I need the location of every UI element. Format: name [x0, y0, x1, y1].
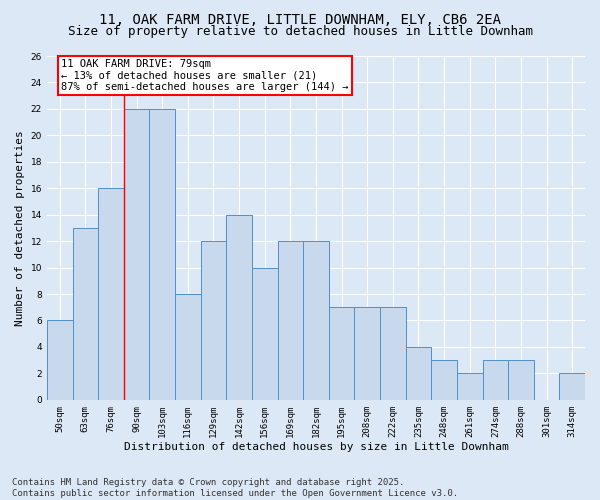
- Bar: [200, 241, 226, 400]
- X-axis label: Distribution of detached houses by size in Little Downham: Distribution of detached houses by size …: [124, 442, 508, 452]
- Bar: [482, 360, 508, 400]
- Bar: [47, 320, 73, 400]
- Bar: [559, 374, 585, 400]
- Bar: [73, 228, 98, 400]
- Y-axis label: Number of detached properties: Number of detached properties: [15, 130, 25, 326]
- Bar: [252, 268, 278, 400]
- Bar: [329, 308, 355, 400]
- Bar: [406, 347, 431, 400]
- Bar: [149, 109, 175, 400]
- Text: Contains HM Land Registry data © Crown copyright and database right 2025.
Contai: Contains HM Land Registry data © Crown c…: [12, 478, 458, 498]
- Bar: [457, 374, 482, 400]
- Bar: [278, 241, 303, 400]
- Bar: [175, 294, 200, 400]
- Bar: [124, 109, 149, 400]
- Bar: [380, 308, 406, 400]
- Text: 11 OAK FARM DRIVE: 79sqm
← 13% of detached houses are smaller (21)
87% of semi-d: 11 OAK FARM DRIVE: 79sqm ← 13% of detach…: [61, 58, 349, 92]
- Text: 11, OAK FARM DRIVE, LITTLE DOWNHAM, ELY, CB6 2EA: 11, OAK FARM DRIVE, LITTLE DOWNHAM, ELY,…: [99, 12, 501, 26]
- Bar: [303, 241, 329, 400]
- Text: Size of property relative to detached houses in Little Downham: Size of property relative to detached ho…: [67, 25, 533, 38]
- Bar: [355, 308, 380, 400]
- Bar: [226, 214, 252, 400]
- Bar: [431, 360, 457, 400]
- Bar: [508, 360, 534, 400]
- Bar: [98, 188, 124, 400]
